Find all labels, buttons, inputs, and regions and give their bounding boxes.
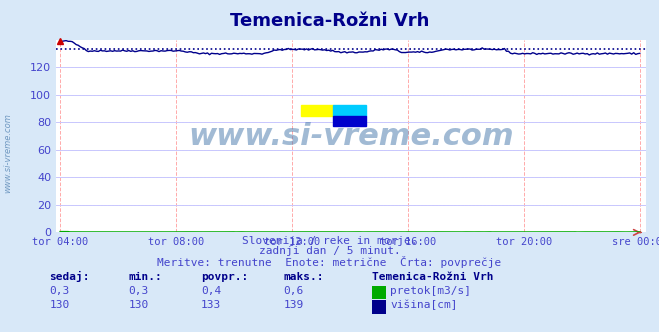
Text: Slovenija / reke in morje.: Slovenija / reke in morje. [242,236,417,246]
Text: 139: 139 [283,300,304,310]
Text: zadnji dan / 5 minut.: zadnji dan / 5 minut. [258,246,401,256]
Bar [333,105,366,116]
Text: 0,3: 0,3 [129,286,149,296]
Text: min.:: min.: [129,272,162,282]
Text: www.si-vreme.com: www.si-vreme.com [188,122,514,151]
Text: 130: 130 [49,300,70,310]
Text: povpr.:: povpr.: [201,272,248,282]
Text: Meritve: trenutne  Enote: metrične  Črta: povprečje: Meritve: trenutne Enote: metrične Črta: … [158,256,501,268]
Bar [333,116,366,126]
Text: 0,3: 0,3 [49,286,70,296]
Text: Temenica-Rožni Vrh: Temenica-Rožni Vrh [372,272,494,282]
Text: 0,6: 0,6 [283,286,304,296]
Text: maks.:: maks.: [283,272,324,282]
Text: 0,4: 0,4 [201,286,221,296]
Text: www.si-vreme.com: www.si-vreme.com [3,113,13,193]
Text: 133: 133 [201,300,221,310]
Text: višina[cm]: višina[cm] [390,300,457,310]
Bar [301,105,333,116]
Text: Temenica-Rožni Vrh: Temenica-Rožni Vrh [230,12,429,30]
Text: sedaj:: sedaj: [49,271,90,282]
Text: 130: 130 [129,300,149,310]
Text: pretok[m3/s]: pretok[m3/s] [390,286,471,296]
